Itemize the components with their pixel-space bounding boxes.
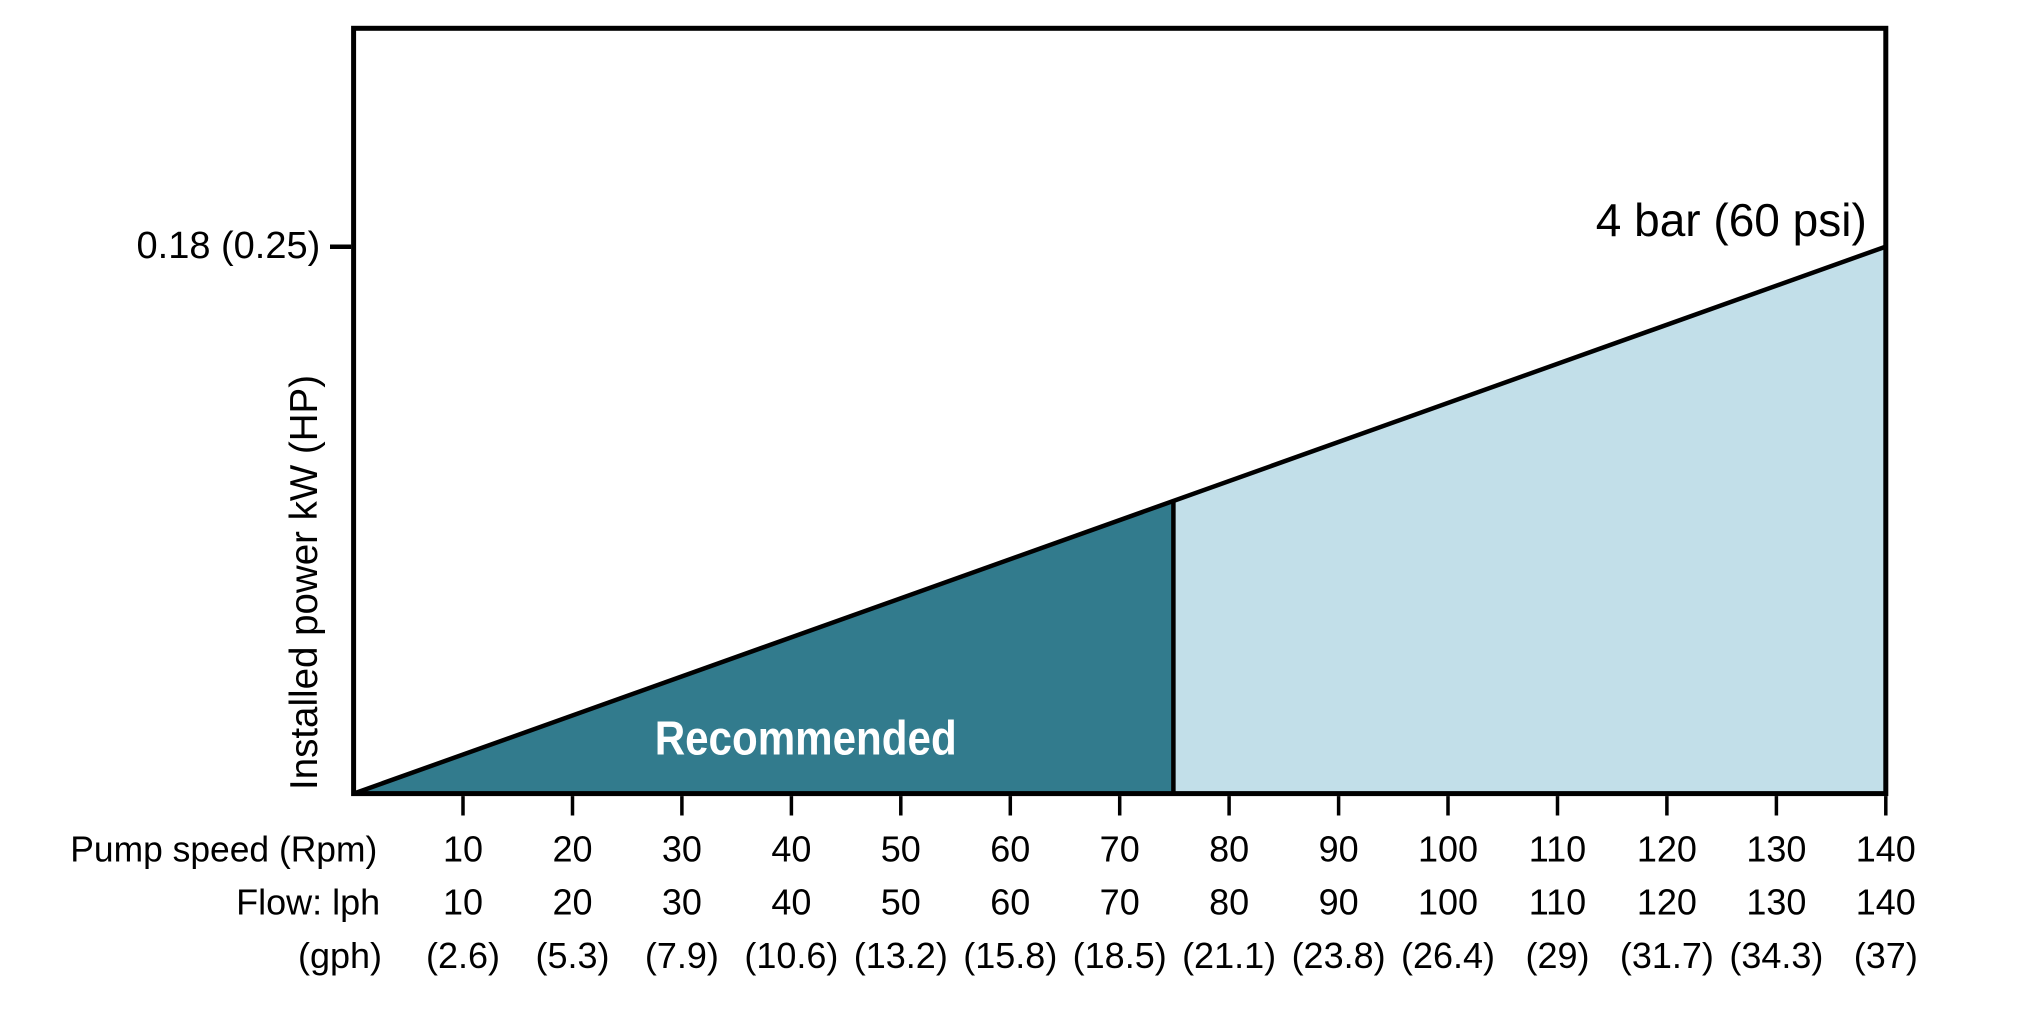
svg-text:(37): (37) xyxy=(1854,935,1918,976)
svg-text:70: 70 xyxy=(1100,829,1140,870)
svg-text:(10.6): (10.6) xyxy=(744,935,838,976)
svg-text:70: 70 xyxy=(1100,882,1140,923)
svg-text:10: 10 xyxy=(443,882,483,923)
svg-text:(2.6): (2.6) xyxy=(426,935,500,976)
svg-text:20: 20 xyxy=(552,882,592,923)
svg-text:(5.3): (5.3) xyxy=(535,935,609,976)
svg-text:(31.7): (31.7) xyxy=(1620,935,1714,976)
svg-text:80: 80 xyxy=(1209,829,1249,870)
svg-text:20: 20 xyxy=(552,829,592,870)
svg-text:60: 60 xyxy=(990,882,1030,923)
svg-text:90: 90 xyxy=(1319,882,1359,923)
svg-text:Recommended: Recommended xyxy=(655,712,957,765)
svg-text:(21.1): (21.1) xyxy=(1182,935,1276,976)
svg-text:0.18 (0.25): 0.18 (0.25) xyxy=(137,225,321,267)
svg-text:60: 60 xyxy=(990,829,1030,870)
svg-text:90: 90 xyxy=(1319,829,1359,870)
svg-text:80: 80 xyxy=(1209,882,1249,923)
svg-text:140: 140 xyxy=(1856,829,1916,870)
svg-text:120: 120 xyxy=(1637,882,1697,923)
svg-text:110: 110 xyxy=(1529,829,1586,870)
svg-text:(15.8): (15.8) xyxy=(963,935,1057,976)
svg-text:Pump speed (Rpm): Pump speed (Rpm) xyxy=(70,829,377,870)
svg-text:110: 110 xyxy=(1529,882,1586,923)
svg-text:40: 40 xyxy=(771,829,811,870)
svg-text:(13.2): (13.2) xyxy=(854,935,948,976)
svg-text:(7.9): (7.9) xyxy=(645,935,719,976)
svg-text:140: 140 xyxy=(1856,882,1916,923)
svg-text:30: 30 xyxy=(662,829,702,870)
svg-text:(29): (29) xyxy=(1525,935,1589,976)
svg-text:100: 100 xyxy=(1418,882,1478,923)
svg-text:(23.8): (23.8) xyxy=(1292,935,1386,976)
svg-text:10: 10 xyxy=(443,829,483,870)
svg-text:100: 100 xyxy=(1418,829,1478,870)
svg-text:130: 130 xyxy=(1746,882,1806,923)
svg-text:Installed power kW (HP): Installed power kW (HP) xyxy=(283,375,326,790)
svg-text:Flow: lph: Flow: lph xyxy=(236,882,380,923)
svg-text:(26.4): (26.4) xyxy=(1401,935,1495,976)
svg-text:(34.3): (34.3) xyxy=(1729,935,1823,976)
svg-text:120: 120 xyxy=(1637,829,1697,870)
svg-text:50: 50 xyxy=(881,829,921,870)
svg-text:130: 130 xyxy=(1746,829,1806,870)
svg-text:40: 40 xyxy=(771,882,811,923)
svg-text:(gph): (gph) xyxy=(298,935,382,976)
svg-text:(18.5): (18.5) xyxy=(1073,935,1167,976)
svg-text:50: 50 xyxy=(881,882,921,923)
svg-text:30: 30 xyxy=(662,882,702,923)
svg-text:4 bar (60 psi): 4 bar (60 psi) xyxy=(1596,194,1867,246)
